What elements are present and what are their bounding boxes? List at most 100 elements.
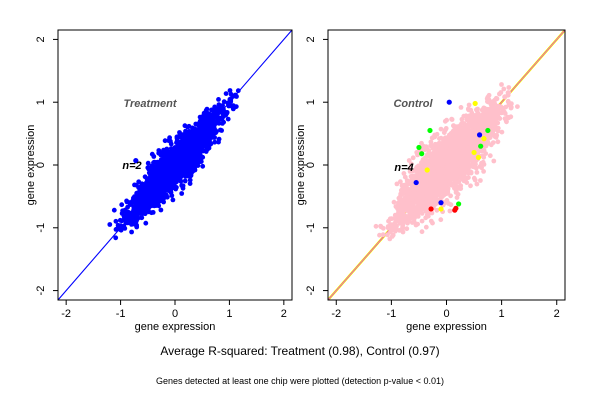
data-point <box>487 153 493 159</box>
data-point <box>408 180 413 186</box>
data-point <box>418 205 424 211</box>
data-point <box>460 148 466 154</box>
data-point <box>151 183 157 189</box>
data-point <box>439 154 444 160</box>
y-tick-label: 2 <box>35 36 47 42</box>
data-point <box>506 90 511 96</box>
data-point <box>380 225 386 231</box>
data-point <box>466 102 472 108</box>
data-point <box>398 206 404 212</box>
data-point <box>490 140 496 146</box>
data-point <box>434 207 440 213</box>
data-point <box>170 185 176 190</box>
sample-count-label: n=2 <box>122 160 141 172</box>
data-point <box>480 125 485 131</box>
data-point <box>134 182 139 188</box>
data-point <box>501 86 507 92</box>
y-tick-label: -1 <box>35 223 47 233</box>
data-point <box>437 136 442 142</box>
data-point <box>427 163 433 169</box>
data-point <box>156 169 161 175</box>
outlier-point <box>205 110 211 117</box>
data-point <box>430 193 436 199</box>
x-tick-label: -1 <box>116 308 126 320</box>
data-point <box>134 224 140 230</box>
data-point <box>373 223 379 229</box>
data-point <box>391 199 397 205</box>
data-point <box>459 116 465 122</box>
data-point <box>146 189 152 195</box>
data-point <box>202 136 208 142</box>
data-point <box>161 185 167 191</box>
data-point <box>472 177 478 183</box>
data-point <box>204 106 210 112</box>
data-point <box>490 109 496 115</box>
data-point <box>474 108 480 114</box>
data-point <box>469 130 474 136</box>
x-tick-label: 1 <box>499 308 505 320</box>
outlier-point <box>453 205 459 211</box>
data-point <box>195 122 201 128</box>
data-point <box>464 180 470 186</box>
outlier-point <box>438 206 444 212</box>
data-point <box>424 153 430 159</box>
outlier-point <box>478 143 484 149</box>
data-point <box>394 223 399 229</box>
data-point <box>459 162 464 167</box>
data-point <box>465 106 471 112</box>
data-point <box>452 177 458 183</box>
data-point <box>401 183 407 189</box>
y-tick-label: 1 <box>35 99 47 105</box>
data-point <box>445 162 450 168</box>
data-point <box>187 181 193 187</box>
data-point <box>195 163 201 169</box>
data-point <box>481 116 487 121</box>
data-point <box>426 187 432 193</box>
y-tick-label: -1 <box>305 223 317 233</box>
data-point <box>161 199 167 205</box>
data-point <box>419 211 425 216</box>
data-point <box>419 218 425 224</box>
data-point <box>401 171 407 176</box>
data-point <box>215 119 220 124</box>
outlier-point <box>472 100 478 107</box>
outlier-point <box>471 149 477 156</box>
data-point <box>166 153 172 158</box>
data-point <box>490 101 495 106</box>
data-point <box>469 144 474 150</box>
data-point <box>221 99 227 105</box>
data-point <box>467 121 472 127</box>
data-point <box>397 199 402 205</box>
data-point <box>438 217 444 223</box>
data-point <box>157 181 163 187</box>
data-point <box>478 178 483 183</box>
data-point <box>465 170 471 175</box>
data-point <box>426 148 431 153</box>
data-point <box>150 174 156 180</box>
data-point <box>499 110 504 116</box>
data-point <box>495 139 501 145</box>
data-point <box>415 152 420 158</box>
data-point <box>143 198 149 203</box>
data-point <box>227 96 233 102</box>
data-point <box>175 174 181 179</box>
data-point <box>441 130 447 136</box>
data-point <box>219 128 225 133</box>
data-point <box>506 85 512 90</box>
caption-average-r-squared: Average R-squared: Treatment (0.98), Con… <box>160 344 440 358</box>
data-point <box>124 198 129 204</box>
data-point <box>424 158 429 164</box>
data-point <box>422 204 428 210</box>
data-point <box>145 160 151 166</box>
data-point <box>441 184 446 190</box>
x-tick-label: 2 <box>281 308 287 320</box>
data-point <box>435 151 441 157</box>
outlier-point <box>427 127 433 134</box>
data-point <box>411 213 417 219</box>
data-point <box>207 127 213 133</box>
data-point <box>133 213 139 219</box>
data-point <box>190 163 195 169</box>
data-point <box>430 220 435 226</box>
data-point <box>154 160 160 165</box>
